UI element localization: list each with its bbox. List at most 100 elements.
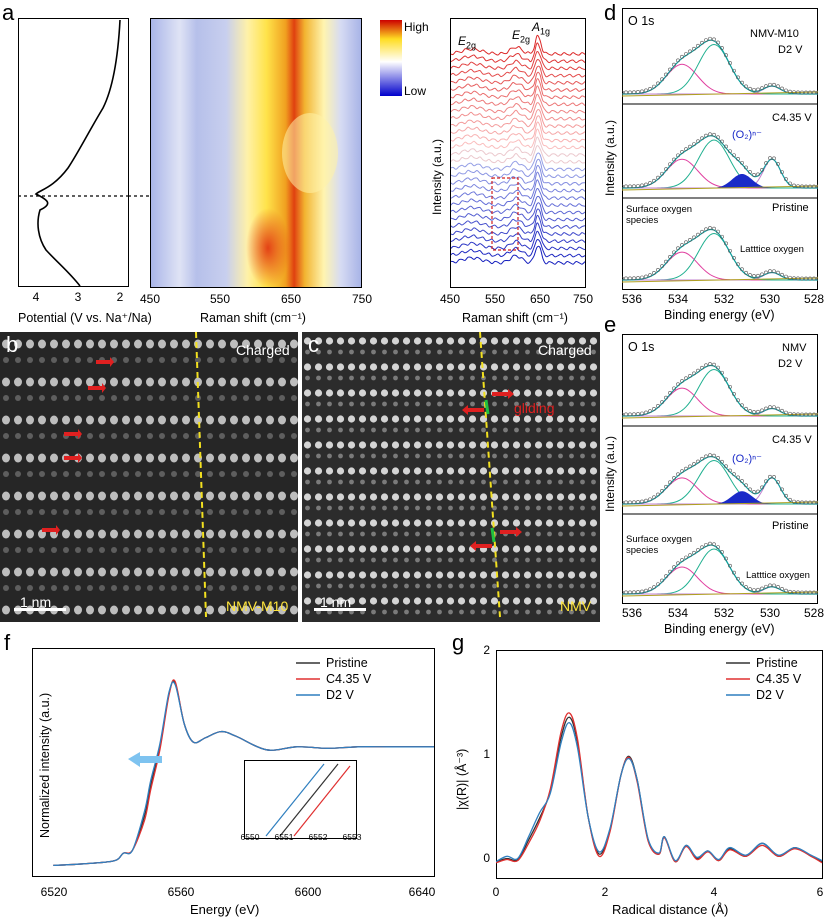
xps-data-point bbox=[672, 157, 676, 162]
raman-spectrum-line bbox=[450, 78, 586, 100]
xps-data-point bbox=[812, 590, 816, 595]
raman-spectrum-line bbox=[450, 34, 586, 56]
xps-data-point bbox=[748, 273, 752, 277]
xps-data-point bbox=[700, 40, 704, 45]
xps-data-point bbox=[672, 476, 676, 480]
xps-data-point bbox=[796, 90, 800, 95]
xps-e-sample: NMV bbox=[782, 342, 807, 354]
xps-data-point bbox=[704, 454, 708, 459]
xps-data-point bbox=[622, 90, 624, 95]
xps-data-point bbox=[700, 365, 704, 370]
xps-data-point bbox=[680, 469, 684, 474]
xps-data-point bbox=[760, 86, 764, 91]
xps-data-point bbox=[656, 81, 660, 86]
xps-data-point bbox=[712, 132, 716, 137]
raman-spectrum-line bbox=[450, 208, 586, 229]
raman-spectra-plot bbox=[450, 18, 586, 288]
xps-e-ylabel: Intensity (a.u.) bbox=[603, 435, 617, 512]
xps-data-point bbox=[716, 545, 720, 550]
xanes-legend-c435: C4.35 V bbox=[326, 672, 372, 686]
xps-data-point bbox=[796, 184, 800, 189]
xps-data-point bbox=[788, 497, 792, 502]
xanes-tick: 6520 bbox=[41, 885, 68, 899]
exafs-xtick: 2 bbox=[602, 885, 609, 899]
inset-tick: 6550 bbox=[241, 832, 260, 842]
xps-data-point bbox=[808, 90, 812, 95]
raman-spectrum-line bbox=[450, 121, 586, 143]
xps-data-point bbox=[732, 392, 736, 396]
xps-data-point bbox=[788, 411, 792, 416]
exafs-series-line bbox=[496, 722, 823, 863]
xps-data-point bbox=[812, 276, 816, 281]
xps-data-point bbox=[808, 276, 812, 281]
xps-data-point bbox=[776, 584, 780, 589]
xps-data-point bbox=[756, 587, 760, 592]
xps-data-point bbox=[676, 561, 680, 566]
xps-data-point bbox=[808, 500, 812, 505]
xps-data-point bbox=[676, 382, 680, 387]
xps-data-point bbox=[764, 270, 768, 275]
raman-spectrum-line bbox=[450, 179, 586, 200]
xps-baseline bbox=[622, 91, 818, 97]
xps-data-point bbox=[648, 587, 652, 592]
xps-data-point bbox=[668, 255, 672, 259]
peak-label-e2g-1: E2g bbox=[458, 34, 477, 51]
xps-data-point bbox=[800, 412, 804, 417]
xps-data-point bbox=[792, 590, 796, 595]
xps-data-point bbox=[624, 184, 628, 189]
xps-data-point bbox=[744, 165, 748, 170]
xps-data-point bbox=[680, 558, 684, 562]
raman-spectrum-line bbox=[450, 230, 586, 251]
xps-d-ylabel: Intensity (a.u.) bbox=[603, 119, 617, 196]
xps-data-point bbox=[644, 88, 648, 93]
xps-data-point bbox=[628, 500, 632, 505]
xps-data-point bbox=[652, 407, 656, 411]
xps-data-point bbox=[632, 90, 636, 95]
xps-data-point bbox=[628, 590, 632, 595]
xps-data-point bbox=[696, 548, 700, 552]
map-tick: 550 bbox=[210, 292, 230, 306]
xps-tick: 534 bbox=[668, 292, 688, 306]
xps-data-point bbox=[624, 276, 628, 281]
exafs-yticks: 2 1 0 bbox=[483, 643, 490, 865]
xps-data-point bbox=[668, 569, 672, 574]
xps-data-point bbox=[644, 274, 648, 279]
xps-data-point bbox=[688, 553, 692, 558]
xps-data-point bbox=[712, 37, 716, 42]
xps-data-point bbox=[740, 581, 744, 586]
stem-c-sample: NMV bbox=[560, 598, 592, 614]
stem-b-sample: NMV-M10 bbox=[226, 598, 289, 614]
xps-data-point bbox=[708, 226, 712, 230]
raman-spectra-lines bbox=[450, 34, 586, 265]
xps-data-point bbox=[724, 556, 728, 561]
xps-data-point bbox=[736, 576, 740, 581]
raman-spectrum-line bbox=[450, 42, 586, 64]
panel-label-b: b bbox=[6, 332, 19, 357]
xps-data-point bbox=[716, 229, 720, 234]
xps-e-ticks: 536 534 532 530 528 bbox=[622, 606, 824, 620]
xps-data-point bbox=[640, 89, 644, 94]
xps-d-row-label: C4.35 V bbox=[772, 112, 812, 124]
xps-data-point bbox=[664, 395, 668, 400]
xps-data-point bbox=[664, 72, 668, 77]
xps-data-point bbox=[708, 453, 712, 458]
xps-data-point bbox=[772, 583, 776, 588]
exafs-chart bbox=[496, 650, 823, 879]
xps-data-point bbox=[800, 500, 804, 505]
xps-data-point bbox=[804, 590, 808, 595]
xps-data-point bbox=[692, 462, 696, 466]
xps-data-point bbox=[622, 184, 624, 189]
shift-arrow bbox=[128, 752, 162, 767]
xps-data-point bbox=[736, 475, 740, 480]
xps-data-point bbox=[772, 269, 776, 274]
xps-data-point bbox=[748, 487, 752, 492]
xps-data-point bbox=[708, 541, 712, 546]
xps-data-point bbox=[720, 234, 724, 239]
stem-c-scalebar: 1 nm bbox=[320, 594, 352, 610]
inset-tick: 6552 bbox=[309, 832, 328, 842]
xps-data-point bbox=[796, 500, 800, 505]
xps-data-point bbox=[684, 555, 688, 560]
xps-component-line bbox=[622, 459, 818, 505]
potential-axis-ticks: 4 3 2 bbox=[33, 290, 124, 304]
exafs-legend-d2: D2 V bbox=[756, 688, 784, 702]
